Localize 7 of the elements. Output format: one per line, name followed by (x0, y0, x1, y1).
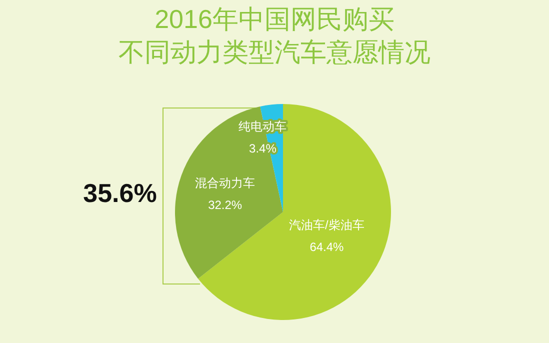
slice-label: 汽油车/柴油车 (289, 218, 364, 232)
slice-label: 混合动力车 (195, 176, 256, 190)
data-label: 64.4% (310, 240, 344, 254)
text: 35.6% (83, 178, 157, 208)
chart-subtitle: 不同动力类型汽车意愿情况 (118, 37, 430, 67)
data-label: 32.2% (208, 198, 242, 212)
chart-title: 2016年中国网民购买 (154, 4, 394, 34)
